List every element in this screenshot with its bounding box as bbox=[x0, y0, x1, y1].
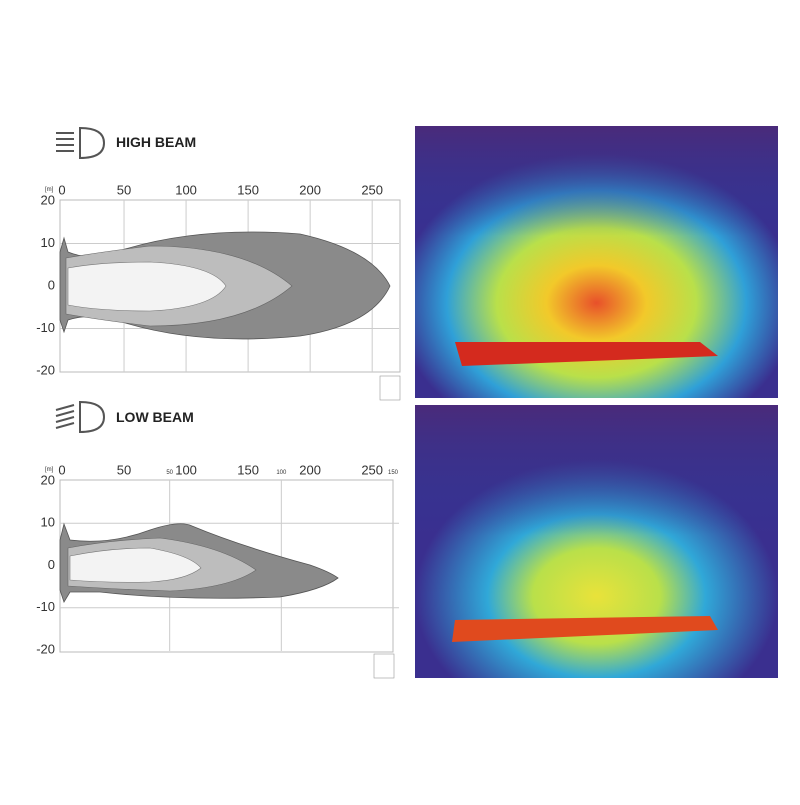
y-tick-label: -10 bbox=[36, 599, 55, 614]
lux-legend bbox=[373, 653, 395, 679]
x2-tick-label: 150 bbox=[388, 470, 399, 476]
x-tick-label: 0 bbox=[58, 182, 65, 197]
beam-contour bbox=[67, 261, 227, 312]
y-tick-label: 20 bbox=[41, 472, 55, 487]
y-tick-label: -10 bbox=[36, 320, 55, 335]
x2-tick-label: 100 bbox=[276, 470, 287, 476]
thermal-image bbox=[415, 405, 778, 678]
y-tick-label: 0 bbox=[48, 557, 55, 572]
panel-title: LOW BEAM bbox=[116, 409, 194, 425]
axis-unit: [m] bbox=[45, 467, 54, 473]
y-tick-label: 0 bbox=[48, 277, 55, 292]
beam-contour bbox=[69, 547, 202, 583]
y-tick-label: 10 bbox=[41, 235, 55, 250]
x-tick-label: 150 bbox=[237, 182, 259, 197]
x2-tick-label: 50 bbox=[166, 470, 173, 476]
x-tick-label: 0 bbox=[58, 462, 65, 477]
x-tick-label: 200 bbox=[299, 182, 321, 197]
x-tick-label: 150 bbox=[237, 462, 259, 477]
thermal-image bbox=[415, 126, 778, 398]
x-tick-label: 250 bbox=[361, 462, 383, 477]
axis-unit: [m] bbox=[45, 187, 54, 193]
x-tick-label: 200 bbox=[299, 462, 321, 477]
low-beam-icon bbox=[55, 400, 106, 434]
y-tick-label: 10 bbox=[41, 515, 55, 530]
y-tick-label: -20 bbox=[36, 362, 55, 377]
x-tick-label: 100 bbox=[175, 462, 197, 477]
x-tick-label: 250 bbox=[361, 182, 383, 197]
x-tick-label: 50 bbox=[117, 462, 131, 477]
panel-title: HIGH BEAM bbox=[116, 134, 196, 150]
y-tick-label: 20 bbox=[41, 192, 55, 207]
lux-legend bbox=[379, 375, 401, 401]
y-tick-label: -20 bbox=[36, 641, 55, 656]
high-beam-icon bbox=[56, 126, 106, 160]
x-tick-label: 50 bbox=[117, 182, 131, 197]
x-tick-label: 100 bbox=[175, 182, 197, 197]
